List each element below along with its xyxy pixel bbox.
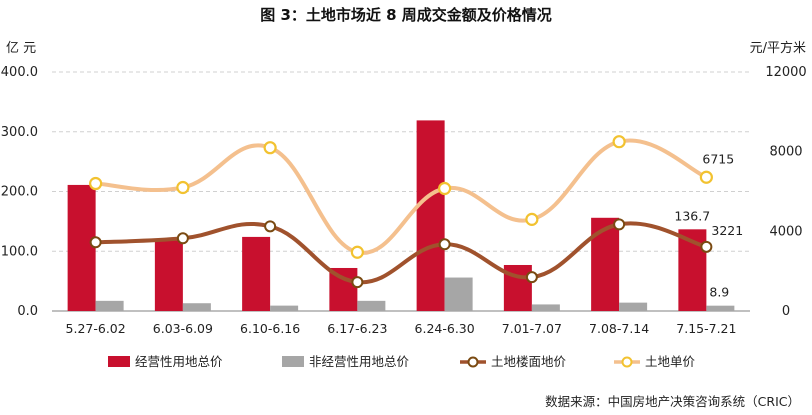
source-note: 数据来源：中国房地产决策咨询系统（CRIC） — [545, 394, 800, 409]
bar-operating — [242, 236, 271, 311]
bar-operating — [154, 239, 183, 311]
points — [89, 135, 713, 289]
left-tick-label: 100.0 — [1, 244, 38, 259]
legend-label: 经营性用地总价 — [135, 354, 223, 369]
point-unit-price — [89, 176, 103, 191]
bar-non-operating — [619, 302, 648, 311]
category-label: 7.15-7.21 — [676, 321, 736, 336]
left-tick-label: 300.0 — [1, 125, 38, 140]
point-floor-price — [613, 218, 626, 231]
right-tick-label: 0 — [782, 304, 790, 319]
point-unit-price — [438, 181, 452, 196]
point-unit-price — [525, 212, 539, 226]
chart-title: 图 3：土地市场近 8 周成交金额及价格情况 — [260, 6, 552, 24]
bar-non-operating — [531, 304, 560, 311]
bar-non-operating — [706, 305, 735, 311]
data-label: 136.7 — [674, 208, 710, 223]
point-unit-price — [612, 135, 626, 149]
bar-operating — [67, 184, 96, 311]
point-floor-price — [438, 238, 451, 251]
point-floor-price — [264, 220, 277, 233]
category-labels: 5.27-6.02 6.03-6.09 6.10-6.16 6.17-6.23 6.24… — [66, 321, 737, 336]
point-unit-price — [699, 170, 713, 184]
left-tick-label: 200.0 — [1, 185, 38, 200]
lines — [93, 138, 709, 285]
category-label: 5.27-6.02 — [66, 321, 126, 336]
point-unit-price — [350, 245, 364, 259]
legend: 经营性用地总价 非经营性用地总价 土地楼面地价 土地单价 — [108, 354, 696, 369]
bar-operating — [591, 217, 620, 311]
left-tick-label: 0.0 — [17, 304, 38, 319]
point-floor-price — [89, 236, 102, 249]
point-unit-price — [263, 141, 277, 155]
bar-non-operating — [357, 300, 386, 311]
right-tick-label: 8000 — [769, 145, 802, 160]
point-floor-price — [525, 271, 538, 284]
data-labels: 136.7 8.9 3221 6715 — [674, 151, 743, 299]
point-unit-price — [176, 180, 190, 195]
bar-non-operating — [444, 277, 473, 311]
point-floor-price — [700, 240, 713, 253]
data-label: 6715 — [702, 151, 734, 166]
right-axis-ticks: 0 4000 8000 12000 — [765, 65, 806, 319]
point-floor-price — [176, 232, 189, 245]
point-floor-price — [351, 276, 364, 289]
bar-non-operating — [95, 300, 124, 311]
bars — [67, 120, 735, 312]
right-axis-unit: 元/平方米 — [750, 40, 806, 56]
right-tick-label: 4000 — [769, 224, 802, 239]
left-axis-ticks: 0.0 100.0 200.0 300.0 400.0 — [1, 65, 38, 319]
line-floor-price — [93, 221, 709, 285]
legend-label: 土地楼面地价 — [491, 354, 567, 369]
category-label: 6.24-6.30 — [415, 321, 475, 336]
bar-operating — [416, 120, 445, 312]
category-label: 6.03-6.09 — [153, 321, 213, 336]
category-label: 7.08-7.14 — [589, 321, 649, 336]
category-label: 6.17-6.23 — [327, 321, 387, 336]
left-axis-unit: 亿 元 — [6, 41, 36, 56]
bar-non-operating — [182, 303, 211, 311]
bar-non-operating — [270, 305, 299, 311]
data-label: 3221 — [711, 223, 743, 238]
legend-label: 土地单价 — [645, 354, 696, 369]
line-unit-price — [93, 138, 709, 255]
legend-marker — [621, 356, 633, 368]
right-tick-label: 12000 — [765, 65, 806, 80]
left-tick-label: 400.0 — [1, 65, 38, 80]
legend-marker — [467, 356, 479, 368]
legend-swatch — [108, 356, 130, 367]
legend-label: 非经营性用地总价 — [309, 354, 410, 369]
category-label: 7.01-7.07 — [502, 321, 562, 336]
data-label: 8.9 — [709, 285, 729, 300]
category-label: 6.10-6.16 — [240, 321, 300, 336]
legend-swatch — [282, 356, 304, 367]
